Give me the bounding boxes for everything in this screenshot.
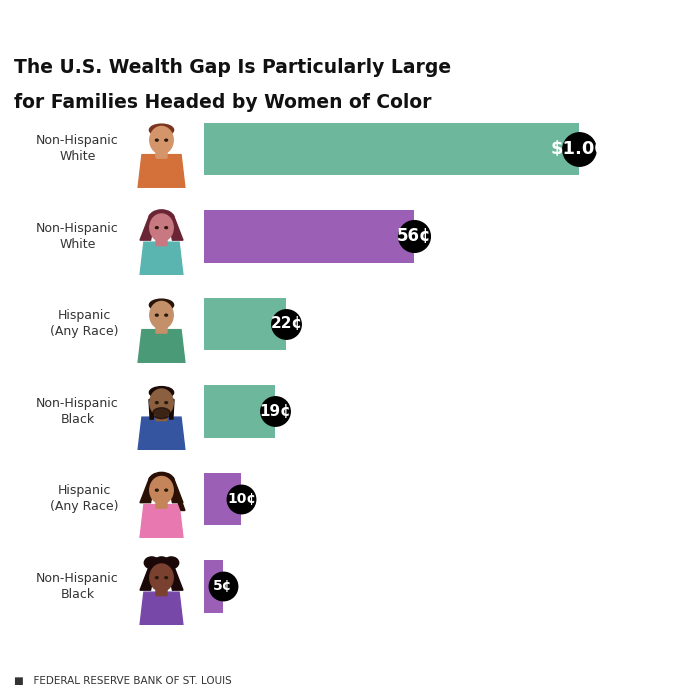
- Text: $1.00: $1.00: [550, 140, 607, 158]
- Text: Non-Hispanic
White: Non-Hispanic White: [36, 222, 119, 251]
- Text: 56¢: 56¢: [396, 228, 431, 245]
- Ellipse shape: [165, 402, 167, 404]
- Ellipse shape: [150, 389, 173, 416]
- Text: 22¢: 22¢: [271, 316, 303, 331]
- Ellipse shape: [153, 407, 170, 419]
- Text: Hispanic
(Any Race): Hispanic (Any Race): [50, 484, 119, 513]
- Bar: [204, 560, 223, 612]
- Point: [281, 318, 292, 330]
- Polygon shape: [140, 565, 154, 590]
- Ellipse shape: [164, 557, 179, 568]
- Text: 10¢: 10¢: [227, 491, 256, 505]
- Ellipse shape: [165, 314, 167, 316]
- Point: [573, 144, 584, 155]
- FancyBboxPatch shape: [156, 500, 167, 508]
- Point: [218, 581, 228, 592]
- Ellipse shape: [156, 489, 158, 491]
- Point: [236, 493, 247, 504]
- Bar: [204, 122, 579, 175]
- Point: [270, 406, 281, 417]
- Bar: [204, 210, 413, 262]
- Ellipse shape: [150, 127, 173, 154]
- Ellipse shape: [144, 557, 159, 568]
- Ellipse shape: [156, 577, 158, 579]
- Ellipse shape: [156, 402, 158, 404]
- Text: Non-Hispanic
Black: Non-Hispanic Black: [36, 397, 119, 426]
- Polygon shape: [149, 400, 154, 419]
- Polygon shape: [138, 330, 185, 363]
- Polygon shape: [140, 477, 154, 503]
- Polygon shape: [138, 155, 185, 188]
- Bar: [204, 298, 286, 350]
- Ellipse shape: [154, 557, 169, 568]
- Bar: [204, 385, 275, 438]
- Polygon shape: [169, 565, 183, 590]
- Ellipse shape: [149, 210, 174, 228]
- Polygon shape: [140, 592, 183, 625]
- Text: Hispanic
(Any Race): Hispanic (Any Race): [50, 309, 119, 338]
- Polygon shape: [169, 477, 183, 503]
- Ellipse shape: [150, 214, 173, 241]
- FancyBboxPatch shape: [156, 413, 167, 421]
- Polygon shape: [169, 215, 183, 240]
- Polygon shape: [140, 505, 183, 538]
- Ellipse shape: [156, 139, 158, 141]
- FancyBboxPatch shape: [156, 588, 167, 596]
- Text: 5¢: 5¢: [213, 580, 233, 594]
- Ellipse shape: [150, 386, 173, 398]
- Polygon shape: [140, 215, 154, 240]
- Ellipse shape: [165, 489, 167, 491]
- Ellipse shape: [149, 473, 174, 490]
- Text: Non-Hispanic
Black: Non-Hispanic Black: [36, 572, 119, 601]
- Ellipse shape: [150, 477, 173, 504]
- Ellipse shape: [150, 124, 173, 136]
- Ellipse shape: [156, 227, 158, 229]
- Polygon shape: [158, 400, 165, 420]
- Ellipse shape: [156, 314, 158, 316]
- Ellipse shape: [149, 560, 174, 577]
- Ellipse shape: [150, 302, 173, 329]
- Ellipse shape: [150, 299, 173, 311]
- Ellipse shape: [165, 139, 167, 141]
- Ellipse shape: [150, 564, 173, 592]
- Text: for Families Headed by Women of Color: for Families Headed by Women of Color: [14, 93, 431, 112]
- FancyBboxPatch shape: [156, 238, 167, 246]
- Ellipse shape: [165, 227, 167, 229]
- Point: [408, 231, 419, 242]
- Bar: [204, 473, 241, 525]
- Text: 19¢: 19¢: [259, 404, 291, 419]
- Polygon shape: [173, 487, 185, 510]
- Polygon shape: [140, 242, 183, 275]
- Text: ■   FEDERAL RESERVE BANK OF ST. LOUIS: ■ FEDERAL RESERVE BANK OF ST. LOUIS: [14, 676, 231, 686]
- Polygon shape: [138, 417, 185, 450]
- Text: The U.S. Wealth Gap Is Particularly Large: The U.S. Wealth Gap Is Particularly Larg…: [14, 58, 451, 77]
- FancyBboxPatch shape: [156, 150, 167, 158]
- Polygon shape: [169, 400, 174, 419]
- FancyBboxPatch shape: [156, 326, 167, 333]
- Ellipse shape: [165, 577, 167, 579]
- Text: Non-Hispanic
White: Non-Hispanic White: [36, 134, 119, 163]
